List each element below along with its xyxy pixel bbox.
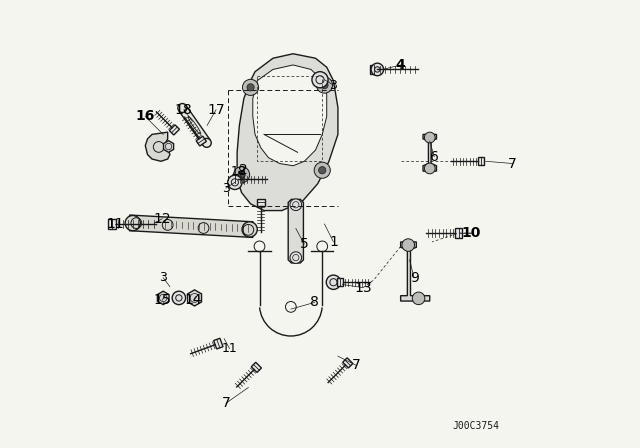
Circle shape: [326, 275, 340, 289]
Circle shape: [371, 63, 383, 76]
Text: 8: 8: [310, 295, 319, 310]
Text: 2: 2: [239, 163, 248, 177]
Polygon shape: [252, 362, 262, 372]
Text: 3: 3: [222, 181, 230, 195]
Circle shape: [314, 162, 330, 178]
Polygon shape: [188, 290, 202, 306]
Text: 18: 18: [230, 164, 246, 178]
Circle shape: [321, 82, 328, 89]
Polygon shape: [257, 199, 265, 206]
Text: 14: 14: [185, 293, 202, 307]
Circle shape: [412, 292, 425, 305]
Polygon shape: [478, 157, 484, 165]
Circle shape: [234, 167, 250, 183]
Circle shape: [125, 215, 140, 231]
Text: 13: 13: [354, 280, 372, 295]
Text: 9: 9: [410, 271, 419, 285]
Polygon shape: [214, 338, 223, 349]
Text: 3: 3: [330, 78, 337, 92]
Circle shape: [290, 199, 301, 211]
Polygon shape: [164, 141, 173, 152]
Circle shape: [402, 239, 415, 251]
Polygon shape: [170, 125, 179, 135]
Text: 11: 11: [221, 342, 237, 355]
Polygon shape: [232, 175, 238, 183]
Circle shape: [424, 132, 435, 143]
Polygon shape: [157, 291, 169, 305]
Circle shape: [202, 138, 211, 147]
Polygon shape: [370, 65, 378, 74]
Text: 15: 15: [154, 293, 171, 307]
Text: 17: 17: [207, 103, 225, 117]
Text: 6: 6: [430, 150, 438, 164]
Text: 1: 1: [329, 235, 338, 249]
Circle shape: [312, 72, 328, 88]
Text: 16: 16: [136, 109, 155, 124]
Circle shape: [319, 167, 326, 174]
Circle shape: [316, 77, 333, 93]
Text: 7: 7: [221, 396, 230, 410]
Circle shape: [290, 252, 301, 263]
Text: 7: 7: [508, 156, 517, 171]
Text: 11: 11: [106, 217, 124, 231]
Circle shape: [172, 291, 186, 305]
Circle shape: [243, 79, 259, 95]
Polygon shape: [237, 54, 338, 211]
Text: J00C3754: J00C3754: [452, 421, 499, 431]
Polygon shape: [401, 242, 430, 301]
Polygon shape: [423, 134, 436, 171]
Polygon shape: [179, 105, 211, 146]
Circle shape: [424, 163, 435, 174]
Text: 10: 10: [461, 226, 481, 240]
Polygon shape: [253, 65, 327, 166]
Circle shape: [228, 175, 242, 190]
Polygon shape: [337, 278, 343, 286]
Circle shape: [178, 103, 187, 112]
Text: 12: 12: [154, 211, 171, 226]
Polygon shape: [342, 358, 353, 368]
Circle shape: [242, 222, 257, 237]
Polygon shape: [130, 215, 253, 237]
Text: 18: 18: [175, 103, 193, 117]
Text: 7: 7: [351, 358, 360, 372]
Polygon shape: [108, 219, 116, 229]
Polygon shape: [196, 136, 206, 146]
Polygon shape: [455, 228, 463, 238]
Polygon shape: [288, 199, 303, 263]
Text: 5: 5: [300, 237, 308, 251]
Text: 4: 4: [396, 58, 406, 72]
Polygon shape: [145, 132, 170, 161]
Circle shape: [247, 84, 254, 91]
Circle shape: [238, 171, 245, 178]
Text: 3: 3: [159, 271, 167, 284]
